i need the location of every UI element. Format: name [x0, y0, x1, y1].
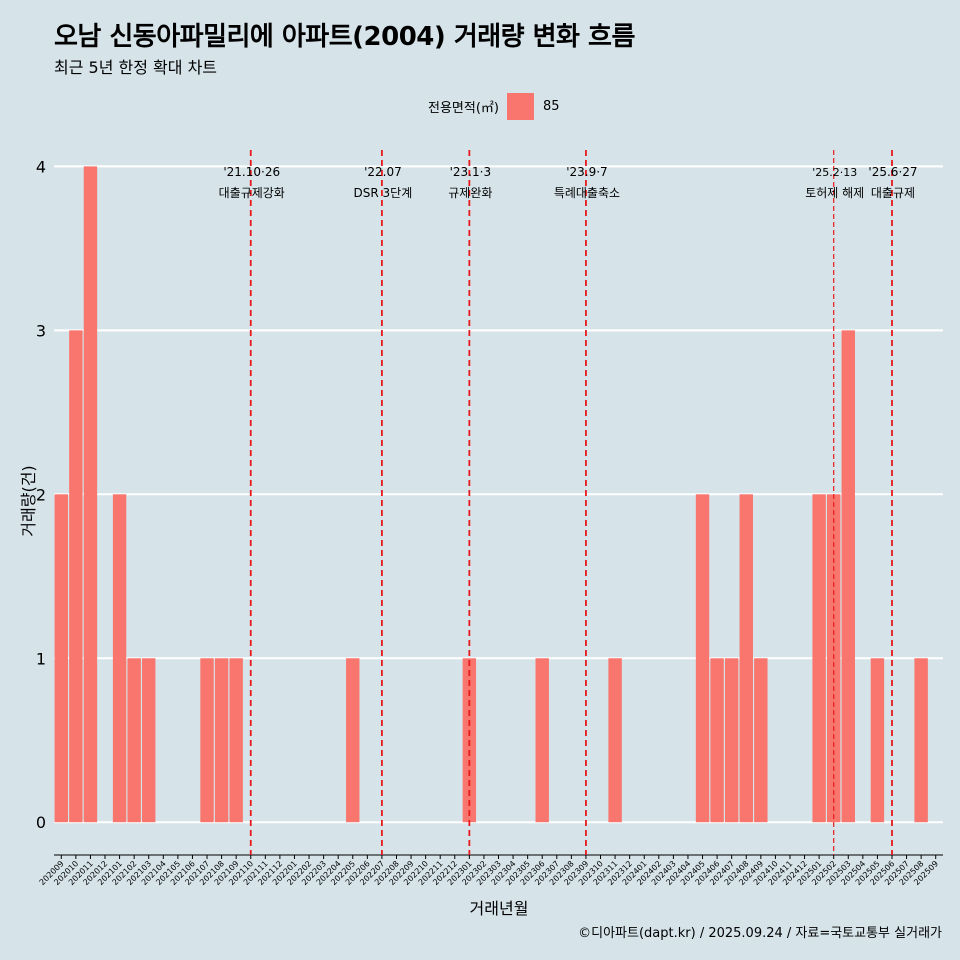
bar	[914, 658, 928, 823]
source-caption: ©디아파트(dapt.kr) / 2025.09.24 / 자료=국토교통부 실…	[578, 926, 942, 941]
event-label: DSR 3단계	[354, 186, 413, 200]
event-date: '23.1·3	[450, 165, 491, 179]
bar	[841, 330, 855, 823]
legend: 전용면적(㎡) 85	[428, 93, 560, 120]
event-date: '25.6·27	[868, 165, 917, 179]
event-label: 대출규제	[871, 186, 915, 200]
chart-title: 오남 신동아파밀리에 아파트(2004) 거래량 변화 흐름	[54, 22, 635, 52]
x-axis-title: 거래년월	[470, 899, 529, 918]
bar	[870, 658, 885, 823]
bar	[812, 494, 826, 823]
event-date: '23.9·7	[566, 165, 607, 179]
bar	[739, 494, 753, 823]
chart-subtitle: 최근 5년 한정 확대 차트	[54, 58, 218, 77]
event-date: '22.07	[364, 165, 402, 179]
event-label: 토허제 해제	[805, 186, 864, 200]
y-axis-title: 거래량(건)	[19, 465, 38, 536]
y-tick-label: 2	[36, 485, 46, 504]
bar	[229, 658, 243, 823]
event-label: 대출규제강화	[219, 186, 285, 200]
bar	[54, 494, 68, 823]
event-label: 규제완화	[448, 186, 492, 200]
bar	[142, 658, 156, 823]
bar	[754, 658, 768, 823]
legend-swatch	[506, 93, 534, 120]
bar	[200, 658, 214, 823]
legend-title: 전용면적(㎡)	[428, 101, 499, 116]
bar	[695, 494, 710, 823]
event-date: '25.2·13	[812, 166, 857, 179]
y-tick-label: 1	[36, 649, 46, 668]
event-label: 특례대출축소	[554, 186, 620, 200]
bar	[346, 658, 360, 823]
y-tick-label: 0	[36, 813, 46, 832]
bar	[608, 658, 622, 823]
bar	[710, 658, 724, 823]
bar	[69, 330, 83, 823]
bar	[83, 166, 98, 823]
legend-label: 85	[542, 99, 560, 114]
y-tick-label: 4	[36, 157, 46, 176]
event-date: '21.10·26	[223, 165, 280, 179]
bar	[535, 658, 549, 823]
bar	[724, 658, 739, 823]
bar	[214, 658, 229, 823]
bar	[127, 658, 141, 823]
y-tick-label: 3	[36, 321, 46, 340]
bar	[112, 494, 127, 823]
